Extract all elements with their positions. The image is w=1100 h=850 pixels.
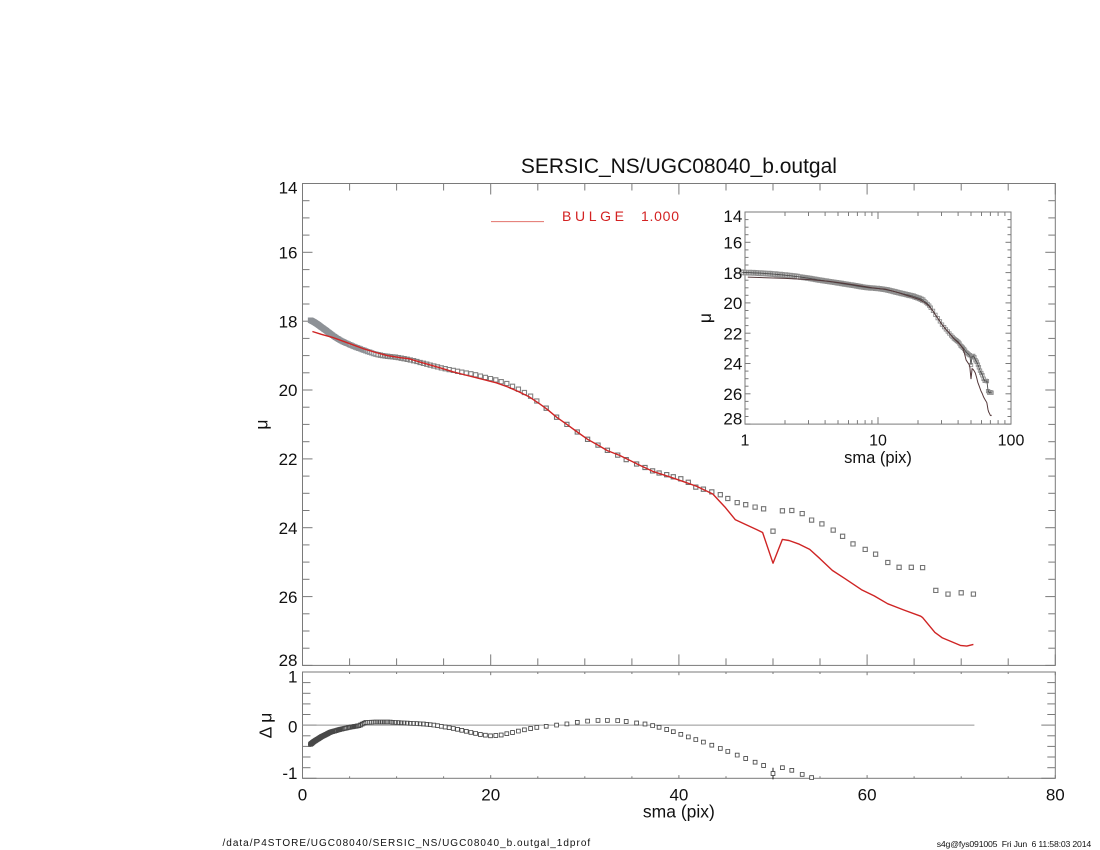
svg-text:/data/P4STORE/UGC08040/SERSIC_: /data/P4STORE/UGC08040/SERSIC_NS/UGC0804… bbox=[223, 838, 592, 849]
svg-text:sma (pix): sma (pix) bbox=[844, 449, 912, 467]
svg-text:24: 24 bbox=[723, 355, 742, 374]
svg-text:14: 14 bbox=[723, 207, 742, 226]
svg-text:10: 10 bbox=[869, 433, 887, 450]
svg-text:40: 40 bbox=[669, 785, 688, 804]
svg-text:s4g@fys091005 Fri Jun 6 11:5: s4g@fys091005 Fri Jun 6 11:58:03 2014 bbox=[937, 839, 1092, 849]
svg-text:18: 18 bbox=[723, 264, 742, 283]
svg-text:20: 20 bbox=[279, 381, 298, 400]
svg-text:1: 1 bbox=[741, 433, 750, 450]
svg-text:26: 26 bbox=[723, 385, 742, 404]
svg-text:-1: -1 bbox=[282, 764, 297, 783]
svg-text:16: 16 bbox=[279, 244, 298, 263]
svg-text:26: 26 bbox=[279, 588, 298, 607]
svg-text:28: 28 bbox=[723, 410, 742, 429]
svg-text:μ: μ bbox=[252, 420, 272, 430]
svg-text:80: 80 bbox=[1046, 785, 1065, 804]
svg-text:Δ μ: Δ μ bbox=[255, 713, 275, 739]
svg-text:22: 22 bbox=[279, 450, 298, 469]
svg-text:0: 0 bbox=[298, 785, 307, 804]
svg-text:28: 28 bbox=[279, 651, 298, 670]
svg-text:1.000: 1.000 bbox=[641, 208, 679, 224]
svg-text:1: 1 bbox=[288, 668, 297, 687]
svg-text:60: 60 bbox=[858, 785, 877, 804]
svg-text:100: 100 bbox=[998, 433, 1025, 450]
svg-text:20: 20 bbox=[481, 785, 500, 804]
svg-text:0: 0 bbox=[288, 717, 297, 736]
svg-text:μ: μ bbox=[695, 313, 715, 323]
svg-text:BULGE: BULGE bbox=[562, 208, 624, 224]
svg-text:sma (pix): sma (pix) bbox=[643, 802, 715, 822]
svg-text:14: 14 bbox=[279, 179, 298, 198]
svg-text:16: 16 bbox=[723, 234, 742, 253]
svg-text:24: 24 bbox=[279, 519, 298, 538]
svg-text:18: 18 bbox=[279, 312, 298, 331]
svg-text:SERSIC_NS/UGC08040_b.outgal: SERSIC_NS/UGC08040_b.outgal bbox=[521, 155, 837, 178]
svg-text:20: 20 bbox=[723, 294, 742, 313]
svg-text:22: 22 bbox=[723, 324, 742, 343]
